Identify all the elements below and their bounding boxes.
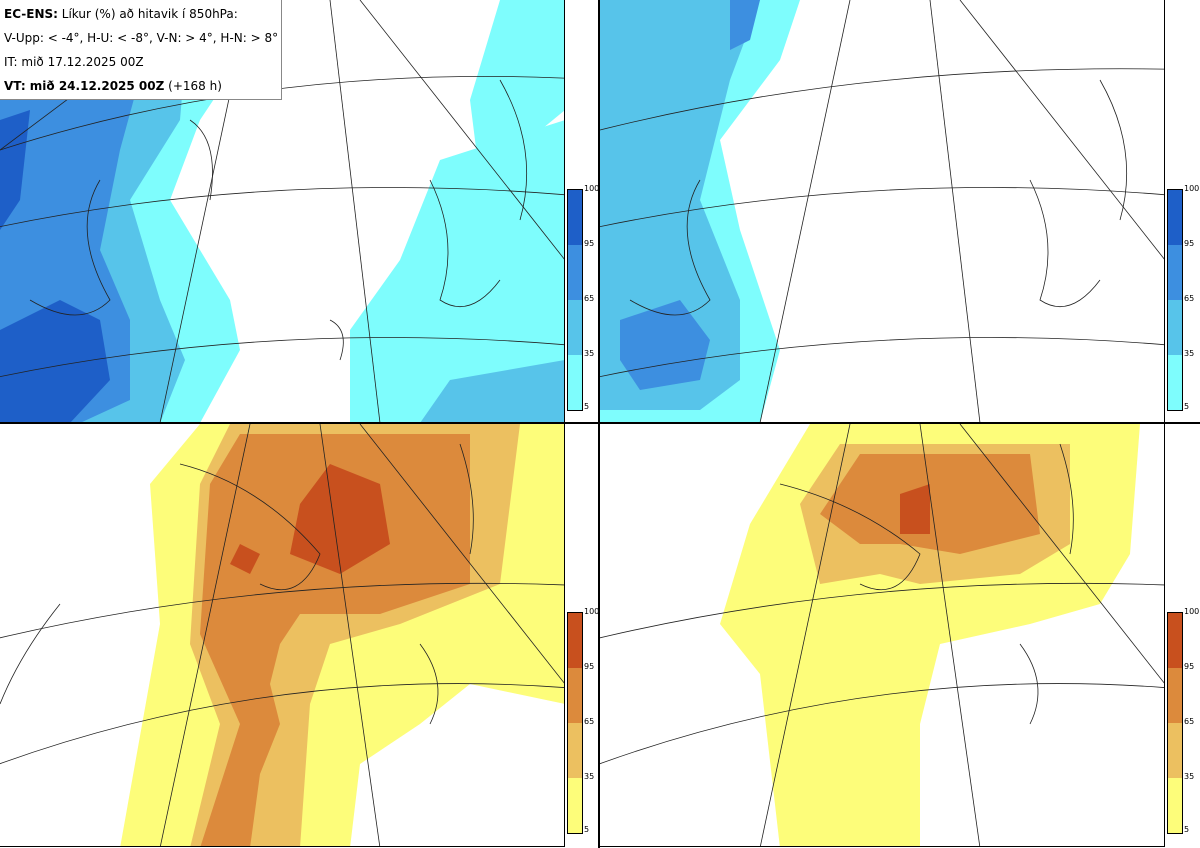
tick-95: 95 bbox=[1184, 662, 1195, 671]
map-lower-right bbox=[600, 424, 1164, 846]
vt-bold: VT: mið 24.12.2025 00Z bbox=[4, 79, 165, 93]
title-text: Líkur (%) að hitavik í 850hPa: bbox=[61, 7, 238, 21]
model-label: EC-ENS: bbox=[4, 7, 58, 21]
tick-100: 100 bbox=[584, 184, 600, 193]
tick-35: 35 bbox=[584, 772, 595, 781]
tick-65: 65 bbox=[1184, 717, 1195, 726]
map-panel-lower-right bbox=[600, 424, 1165, 847]
map-upper-right bbox=[600, 0, 1164, 422]
tick-100: 100 bbox=[584, 607, 600, 616]
colorbar-blue-upper-left bbox=[567, 189, 583, 411]
it-line: IT: mið 17.12.2025 00Z bbox=[4, 55, 144, 69]
tick-35: 35 bbox=[584, 349, 595, 358]
legend-line: V-Upp: < -4°, H-U: < -8°, V-N: > 4°, H-N… bbox=[4, 31, 279, 45]
info-box: EC-ENS: Líkur (%) að hitavik í 850hPa: V… bbox=[0, 0, 282, 100]
map-upper-left bbox=[0, 0, 564, 422]
vertical-divider bbox=[598, 0, 600, 848]
map-panel-lower-left bbox=[0, 424, 565, 847]
tick-100: 100 bbox=[1184, 607, 1200, 616]
tick-65: 65 bbox=[584, 294, 595, 303]
tick-5: 5 bbox=[1184, 402, 1190, 411]
tick-95: 95 bbox=[584, 662, 595, 671]
colorbar-orange-lower-left bbox=[567, 612, 583, 834]
tick-65: 65 bbox=[1184, 294, 1195, 303]
map-panel-upper-right bbox=[600, 0, 1165, 423]
tick-5: 5 bbox=[1184, 825, 1190, 834]
vt-rest: (+168 h) bbox=[168, 79, 222, 93]
tick-35: 35 bbox=[1184, 772, 1195, 781]
tick-35: 35 bbox=[1184, 349, 1195, 358]
tick-95: 95 bbox=[1184, 239, 1195, 248]
horizontal-divider bbox=[0, 422, 1200, 424]
map-panel-upper-left bbox=[0, 0, 565, 423]
tick-5: 5 bbox=[584, 402, 590, 411]
colorbar-blue-upper-right bbox=[1167, 189, 1183, 411]
map-lower-left bbox=[0, 424, 564, 846]
tick-95: 95 bbox=[584, 239, 595, 248]
tick-100: 100 bbox=[1184, 184, 1200, 193]
colorbar-orange-lower-right bbox=[1167, 612, 1183, 834]
info-title-line: EC-ENS: Líkur (%) að hitavik í 850hPa: bbox=[4, 4, 277, 28]
tick-5: 5 bbox=[584, 825, 590, 834]
vt-line: VT: mið 24.12.2025 00Z (+168 h) bbox=[4, 76, 277, 100]
tick-65: 65 bbox=[584, 717, 595, 726]
